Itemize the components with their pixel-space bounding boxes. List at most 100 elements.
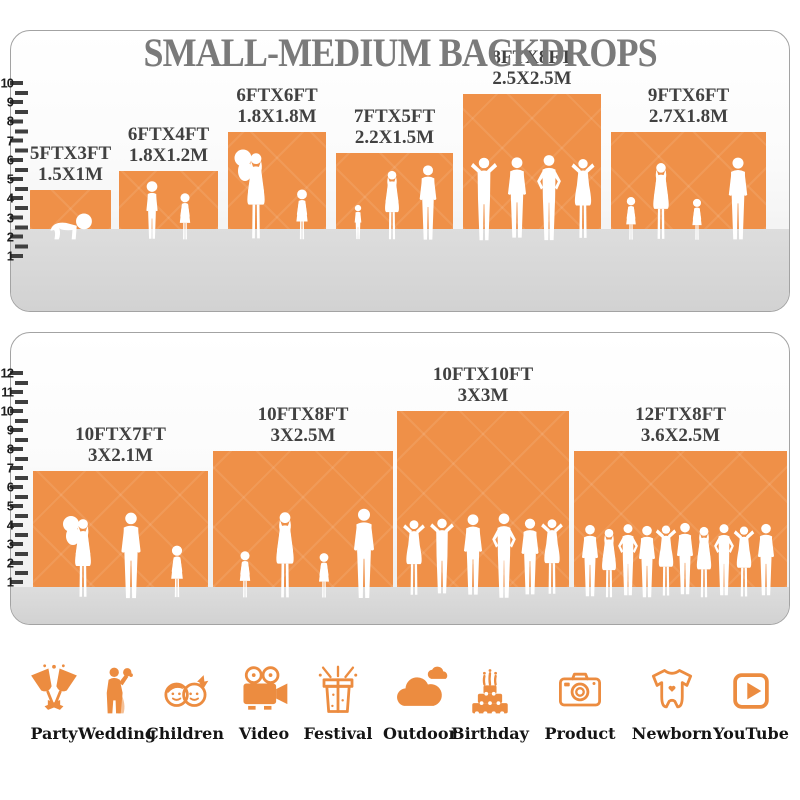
category-label: YouTube: [713, 724, 789, 743]
category-label: Wedding: [77, 724, 157, 743]
bar-label: 6FTX4FT 1.8X1.2M: [74, 124, 264, 166]
ruler-number: 8: [6, 441, 14, 457]
ruler-number: 12: [0, 365, 14, 381]
bar-size-ft: 9FTX6FT: [647, 85, 730, 106]
bar-size-m: 3X2.5M: [270, 425, 336, 446]
ruler-number: 4: [6, 190, 14, 206]
bar-label: 9FTX6FT 2.7X1.8M: [594, 85, 784, 127]
ruler-number: 11: [1, 384, 14, 400]
small-medium-panel: 5FTX3FT 1.5X1M 6FTX4FT 1.8X1.2M 6FTX6FT …: [10, 30, 790, 312]
bar-label: 10FTX7FT 3X2.1M: [26, 424, 216, 466]
category-label: Video: [238, 724, 290, 743]
category-item-youtube: YouTube: [705, 663, 797, 743]
category-label: Birthday: [451, 724, 529, 743]
floor-strip: [11, 587, 789, 624]
bar-size-m: 2.7X1.8M: [648, 106, 729, 127]
ruler-number: 10: [0, 75, 14, 91]
category-item-children: Children: [139, 663, 231, 743]
ruler-number: 6: [6, 479, 14, 495]
category-item-festival: Festival: [292, 663, 384, 743]
wedding-couple-icon: [106, 667, 133, 714]
bar-label: 5FTX3FT 1.5X1M: [11, 143, 166, 185]
category-item-outdoor: Outdoor: [374, 663, 466, 743]
bar-size-ft: 8FTX8FT: [491, 47, 573, 68]
ruler-minor-ticks: [15, 90, 28, 250]
birthday-cake-icon: [472, 669, 508, 716]
backdrop-bar-12x8: 12FTX8FT 3.6X2.5M: [574, 404, 787, 598]
category-label: Party: [30, 724, 78, 743]
cloud-icon: [397, 666, 448, 706]
video-camera-icon: [243, 666, 288, 710]
bar-label: 10FTX10FT 3X3M: [388, 364, 578, 406]
ruler-number: 8: [6, 113, 14, 129]
category-label: Newborn: [631, 724, 713, 743]
people-silhouette-family-three: [63, 512, 183, 599]
backdrop-bar-10x10: 10FTX10FT 3X3M: [397, 364, 569, 598]
category-label: Product: [544, 724, 616, 743]
bar-size-m: 1.8X1.8M: [237, 106, 317, 127]
backdrop-bar-9x6: 9FTX6FT 2.7X1.8M: [611, 85, 766, 240]
bar-size-ft: 7FTX5FT: [353, 106, 436, 127]
ruler-number: 7: [6, 460, 14, 476]
ruler-number: 9: [6, 422, 14, 438]
ruler-number: 1: [6, 574, 14, 590]
category-label: Outdoor: [383, 724, 457, 743]
youtube-play-icon: [733, 673, 769, 709]
people-silhouette-family-four: [239, 508, 374, 598]
category-item-product: Product: [534, 663, 626, 743]
ruler-number: 5: [6, 171, 14, 187]
ruler-number: 3: [6, 210, 14, 226]
category-item-newborn: Newborn: [626, 663, 718, 743]
category-item-party: Party: [8, 663, 100, 743]
medium-large-panel: 10FTX7FT 3X2.1M 10FTX8FT 3X2.5M: [10, 332, 790, 625]
backdrop-bar-8x8: 8FTX8FT 2.5X2.5M: [463, 47, 601, 241]
floor-strip: [11, 229, 789, 311]
bar-size-m: 3X2.1M: [88, 445, 153, 466]
backdrop-bar-7x5: 7FTX5FT 2.2X1.5M: [336, 106, 453, 240]
ruler-minor-ticks: [15, 380, 28, 576]
ruler-number: 6: [6, 152, 14, 168]
backdrop-bar-5x3: 5FTX3FT 1.5X1M: [30, 143, 111, 240]
backdrop-bar-6x4: 6FTX4FT 1.8X1.2M: [119, 124, 218, 240]
bar-size-ft: 6FTX6FT: [236, 85, 318, 106]
category-item-wedding: Wedding: [71, 663, 163, 743]
ruler-number: 7: [6, 133, 14, 149]
bar-size-ft: 10FTX8FT: [257, 404, 349, 425]
backdrop-bar-10x7: 10FTX7FT 3X2.1M: [33, 424, 208, 599]
bar-size-ft: 10FTX10FT: [432, 364, 534, 385]
party-glasses-icon: [31, 664, 77, 710]
category-item-birthday: Birthday: [444, 663, 536, 743]
bar-size-m: 3.6X2.5M: [640, 425, 721, 446]
bar-size-m: 2.5X2.5M: [492, 68, 572, 89]
people-silhouette-group-six: [403, 513, 563, 598]
bar-size-m: 1.5X1M: [38, 164, 103, 185]
category-label: Children: [146, 724, 224, 743]
people-silhouette-group-four: [470, 155, 595, 241]
bar-label: 8FTX8FT 2.5X2.5M: [437, 47, 627, 89]
page-title: SMALL-MEDIUM BACKDROPS: [143, 30, 657, 75]
ruler-number: 2: [6, 555, 14, 571]
photo-camera-icon: [559, 672, 601, 707]
gift-box-icon: [318, 665, 358, 713]
bar-size-ft: 10FTX7FT: [75, 424, 166, 445]
bar-size-m: 1.8X1.2M: [128, 145, 209, 166]
bar-size-m: 2.2X1.5M: [354, 127, 435, 148]
bar-label: 6FTX6FT 1.8X1.8M: [182, 85, 372, 127]
bar-label: 7FTX5FT 2.2X1.5M: [300, 106, 490, 148]
ruler-number: 9: [6, 94, 14, 110]
baby-onesie-icon: [651, 669, 693, 709]
ruler-number: 1: [6, 248, 14, 264]
category-label: Festival: [303, 724, 373, 743]
ruler-number: 10: [0, 403, 14, 419]
bar-label: 12FTX8FT 3.6X2.5M: [586, 404, 776, 446]
ruler-number: 3: [6, 536, 14, 552]
ruler-number: 2: [6, 229, 14, 245]
bar-size-m: 3X3M: [457, 385, 509, 406]
children-faces-icon: [164, 675, 209, 707]
category-item-video: Video: [218, 663, 310, 743]
bar-size-ft: 5FTX3FT: [29, 143, 112, 164]
ruler-number: 5: [6, 498, 14, 514]
bar-label: 10FTX8FT 3X2.5M: [208, 404, 398, 446]
bar-size-ft: 6FTX4FT: [127, 124, 210, 145]
